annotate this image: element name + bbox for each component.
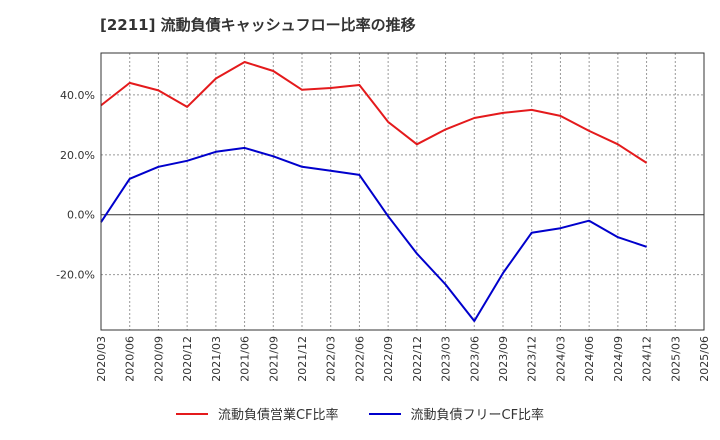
series-line-free-cf xyxy=(100,146,647,322)
x-tick-label: 2022/03 xyxy=(325,336,338,382)
legend: 流動負債営業CF比率 流動負債フリーCF比率 xyxy=(0,404,720,423)
x-tick-label: 2022/06 xyxy=(353,336,366,382)
legend-line-free-cf xyxy=(368,412,401,415)
x-tick-label: 2021/03 xyxy=(210,336,223,382)
x-tick-label: 2020/09 xyxy=(152,336,165,382)
x-tick-label: 2020/06 xyxy=(124,336,137,382)
legend-item-free-cf: 流動負債フリーCF比率 xyxy=(368,404,545,423)
x-tick-label: 2023/06 xyxy=(468,336,481,382)
x-tick-label: 2020/12 xyxy=(181,336,194,382)
x-tick-label: 2023/03 xyxy=(440,336,453,382)
x-tick-label: 2025/06 xyxy=(698,336,711,382)
x-tick-label: 2021/09 xyxy=(267,336,280,382)
x-tick-label: 2024/03 xyxy=(554,336,567,382)
y-tick-label: -20.0% xyxy=(56,269,95,282)
series-layer xyxy=(100,61,648,322)
x-tick-label: 2022/12 xyxy=(411,336,424,382)
x-tick-label: 2021/06 xyxy=(239,336,252,382)
x-tick-label: 2025/03 xyxy=(669,336,682,382)
y-tick-label: 0.0% xyxy=(67,209,95,222)
x-tick-label: 2024/12 xyxy=(641,336,654,382)
x-tick-label: 2023/12 xyxy=(526,336,539,382)
chart-title: [2211] 流動負債キャッシュフロー比率の推移 xyxy=(100,16,416,34)
legend-item-operating-cf: 流動負債営業CF比率 xyxy=(175,404,339,423)
y-tick-label: 20.0% xyxy=(60,149,95,162)
x-tick-label: 2023/09 xyxy=(497,336,510,382)
legend-label-free-cf: 流動負債フリーCF比率 xyxy=(410,408,545,423)
x-tick-label: 2020/03 xyxy=(95,336,108,382)
line-chart: -20.0%0.0%20.0%40.0% 2020/03 2020/06 2020/… xyxy=(56,52,711,382)
x-tick-label: 2021/12 xyxy=(296,336,309,382)
y-axis-tick-labels: -20.0% 0.0% 20.0% 40.0% xyxy=(56,89,95,282)
plot-frame xyxy=(100,52,705,331)
legend-line-operating-cf xyxy=(175,412,208,415)
legend-label-operating-cf: 流動負債営業CF比率 xyxy=(217,408,339,423)
series-line-operating-cf xyxy=(100,61,648,164)
x-axis-tick-labels: 2020/03 2020/06 2020/09 2020/12 2021/03 2021/… xyxy=(95,336,711,382)
grid xyxy=(101,53,704,330)
y-tick-label: 40.0% xyxy=(60,89,95,102)
x-tick-label: 2024/09 xyxy=(612,336,625,382)
x-tick-label: 2024/06 xyxy=(583,336,596,382)
x-tick-label: 2022/09 xyxy=(382,336,395,382)
